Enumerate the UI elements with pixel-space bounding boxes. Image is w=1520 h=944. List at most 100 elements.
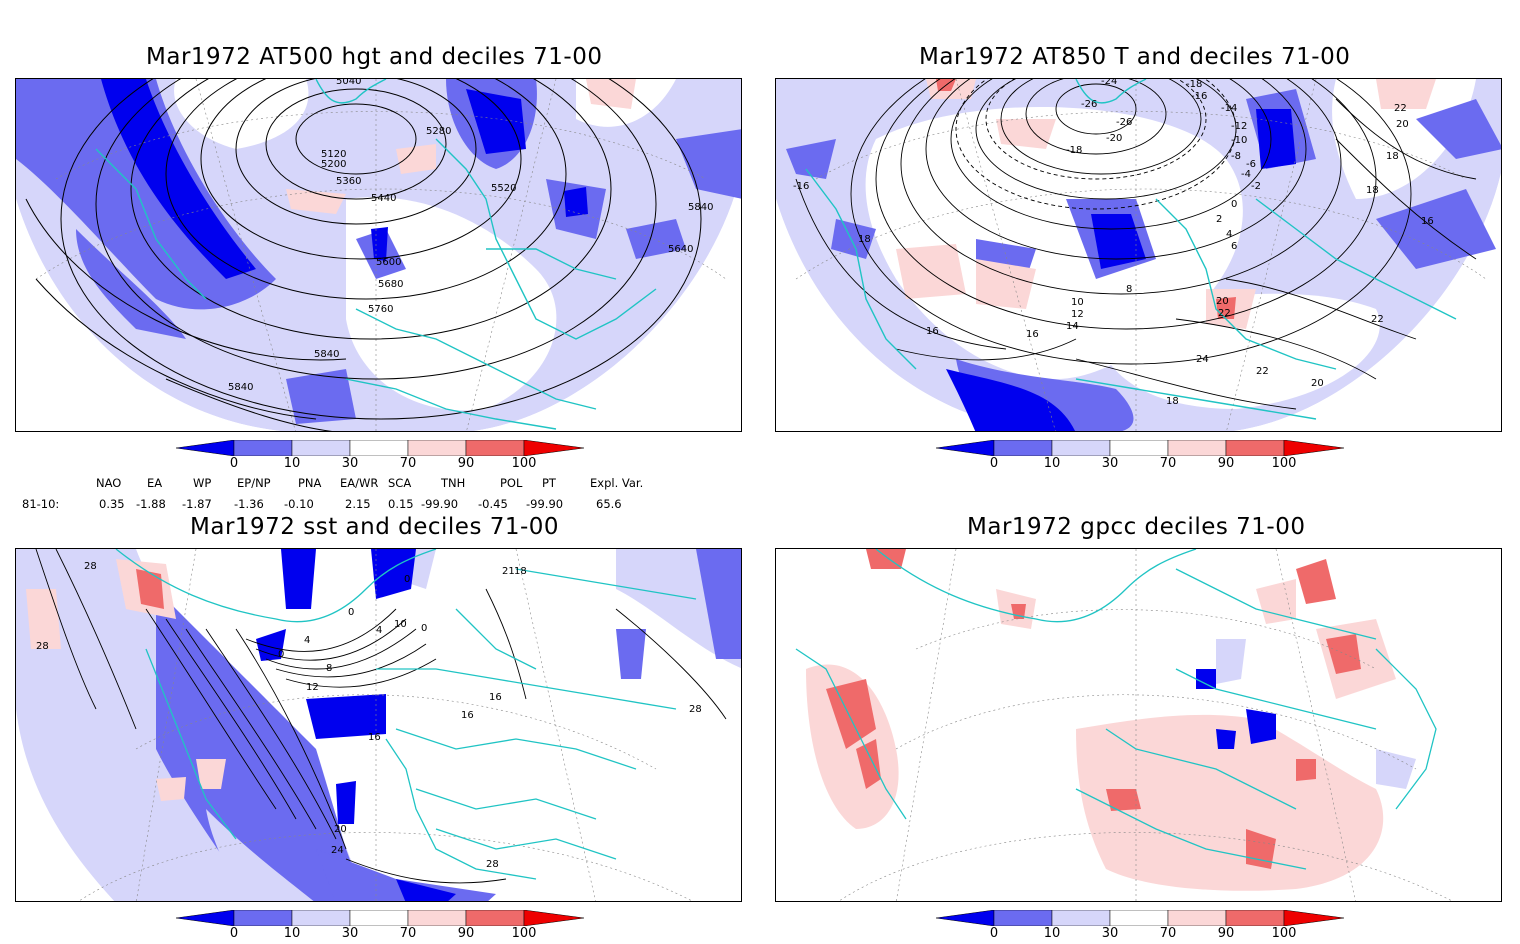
idx-header-explvar: Expl. Var. [590,476,644,490]
idx-header-pna: PNA [298,476,322,490]
svg-text:18: 18 [1386,151,1399,162]
svg-text:14: 14 [1066,321,1079,332]
colorbar-1: 0 10 30 70 90 100 [176,440,586,474]
cbar2-label-100: 100 [1271,456,1297,471]
svg-text:16: 16 [489,692,502,703]
svg-text:5840: 5840 [688,202,713,213]
svg-text:5600: 5600 [376,257,401,268]
svg-text:28: 28 [486,859,499,870]
svg-text:5840: 5840 [314,349,339,360]
svg-text:12: 12 [306,682,319,693]
svg-text:-16: -16 [793,181,809,192]
cbar3-label-70: 70 [399,926,417,941]
svg-text:5520: 5520 [491,183,516,194]
cbar4-label-90: 90 [1217,926,1235,941]
svg-text:-12: -12 [1231,121,1247,132]
svg-text:-6: -6 [1246,159,1256,170]
svg-text:20: 20 [1396,119,1409,130]
svg-text:4: 4 [304,635,310,646]
cbar2-label-10: 10 [1043,456,1061,471]
svg-text:5640: 5640 [668,244,693,255]
idx-header-pol: POL [500,476,523,490]
svg-text:10: 10 [1071,297,1084,308]
colorbar-4: 0 10 30 70 90 100 [936,910,1346,944]
svg-text:-26: -26 [1081,99,1097,110]
svg-text:5280: 5280 [426,126,451,137]
panel1-map: 5040 5120 5200 5280 5360 5440 5520 5600 … [15,78,742,432]
idx-header-eawr: EA/WR [340,476,379,490]
cbar2-label-70: 70 [1159,456,1177,471]
svg-text:-8: -8 [1231,151,1241,162]
svg-text:0: 0 [278,649,284,660]
svg-text:24: 24 [331,845,344,856]
panel2-title: Mar1972 AT850 T and deciles 71-00 [919,44,1351,70]
svg-text:28: 28 [36,641,49,652]
idx-header-ea: EA [147,476,163,490]
svg-text:16: 16 [461,710,474,721]
cbar1-label-10: 10 [283,456,301,471]
svg-text:5440: 5440 [371,193,396,204]
svg-text:28: 28 [84,561,97,572]
svg-text:5120: 5120 [321,149,346,160]
idx-row-label: 81-10: [22,497,60,511]
svg-text:5200: 5200 [321,159,346,170]
svg-text:8: 8 [1126,284,1132,295]
svg-text:22: 22 [1394,103,1407,114]
svg-text:6: 6 [1231,241,1237,252]
panel3-title: Mar1972 sst and deciles 71-00 [190,514,560,540]
svg-text:5360: 5360 [336,176,361,187]
idx-val-tnh: -99.90 [421,497,459,511]
idx-header-pt: PT [542,476,556,490]
cbar1-label-0: 0 [229,456,239,471]
cbar4-label-10: 10 [1043,926,1061,941]
cbar1-label-70: 70 [399,456,417,471]
idx-val-epnp: -1.36 [234,497,264,511]
svg-text:10: 10 [394,619,407,630]
cbar2-label-0: 0 [989,456,999,471]
svg-text:8: 8 [326,663,332,674]
svg-text:4: 4 [1226,229,1232,240]
idx-val-sca: 0.15 [388,497,414,511]
idx-val-pol: -0.45 [478,497,508,511]
idx-header-wp: WP [193,476,212,490]
idx-val-nao: 0.35 [99,497,125,511]
svg-text:20: 20 [334,824,347,835]
svg-text:-10: -10 [1231,135,1247,146]
cbar3-label-10: 10 [283,926,301,941]
svg-text:-18: -18 [1186,79,1202,90]
idx-val-explvar: 65.6 [596,497,622,511]
svg-text:-16: -16 [1191,91,1207,102]
panel3-map: 28 28 0 0 4 8 12 16 20 24 28 28 16 16 18… [15,548,742,902]
svg-text:12: 12 [1071,309,1084,320]
idx-header-sca: SCA [388,476,412,490]
svg-text:0: 0 [1231,199,1237,210]
svg-text:-4: -4 [1241,169,1251,180]
svg-text:5760: 5760 [368,304,393,315]
svg-text:-2: -2 [1251,181,1261,192]
svg-text:22: 22 [1218,308,1231,319]
colorbar-3: 0 10 30 70 90 100 [176,910,586,944]
cbar1-label-30: 30 [341,456,359,471]
svg-text:16: 16 [1421,216,1434,227]
svg-text:18: 18 [1166,396,1179,407]
svg-text:22: 22 [1371,314,1384,325]
svg-text:28: 28 [689,704,702,715]
svg-text:-20: -20 [1106,133,1122,144]
svg-text:0: 0 [421,623,427,634]
svg-text:-24: -24 [1101,79,1117,87]
cbar1-label-90: 90 [457,456,475,471]
svg-text:22: 22 [1256,366,1269,377]
cbar3-label-100: 100 [511,926,537,941]
svg-text:-14: -14 [1221,103,1237,114]
idx-header-epnp: EP/NP [237,476,271,490]
cbar4-label-30: 30 [1101,926,1119,941]
idx-val-wp: -1.87 [182,497,212,511]
svg-text:20: 20 [1311,378,1324,389]
cbar3-label-90: 90 [457,926,475,941]
svg-text:18: 18 [514,566,527,577]
svg-text:18: 18 [858,234,871,245]
svg-text:5040: 5040 [336,79,361,87]
idx-header-nao: NAO [96,476,122,490]
idx-header-tnh: TNH [441,476,466,490]
cbar4-label-0: 0 [989,926,999,941]
